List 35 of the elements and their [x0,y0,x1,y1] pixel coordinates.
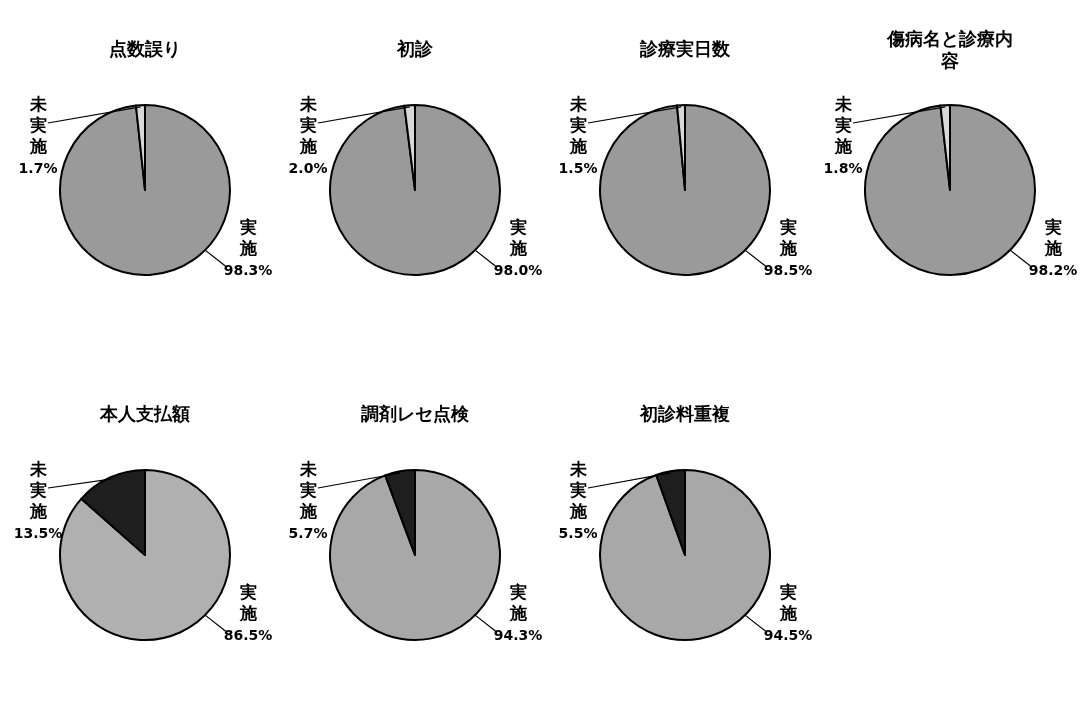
data-label: 13.5% [13,525,63,541]
slice-label: 未実施 [298,94,318,156]
slice-label: 実施 [238,581,258,623]
chart-title: 初診 [396,38,434,59]
data-label: 2.0% [288,160,328,176]
data-label: 5.7% [288,525,328,541]
data-label: 94.5% [763,626,813,643]
chart-title: 初診料重複 [639,403,730,424]
data-label: 98.2% [1028,261,1078,278]
slice-label: 実施 [778,581,798,623]
slice-label: 実施 [238,216,258,258]
data-label: 5.5% [558,525,598,541]
data-label: 98.5% [763,261,813,278]
slice-label: 未実施 [568,94,588,156]
data-label: 1.7% [18,160,58,176]
slice-label: 実施 [778,216,798,258]
slice-label: 未実施 [28,459,48,521]
data-label: 98.3% [223,261,273,278]
slice-label: 実施 [1043,216,1063,258]
chart-title: 診療実日数 [639,38,731,59]
chart-title: 本人支払額 [99,403,190,424]
slice-label: 実施 [508,216,528,258]
slice-label: 未実施 [833,94,853,156]
chart-title: 調剤レセ点検 [361,403,470,424]
chart-title: 点数誤り [109,38,181,59]
slice-label: 実施 [508,581,528,623]
data-label: 1.5% [558,160,598,176]
slice-label: 未実施 [298,459,318,521]
slice-label: 未実施 [28,94,48,156]
data-label: 1.8% [823,160,863,176]
chart-title: 傷病名と診療内容 [886,28,1013,71]
data-label: 98.0% [493,261,543,278]
data-label: 86.5% [223,626,273,643]
slice-label: 未実施 [568,459,588,521]
data-label: 94.3% [493,626,543,643]
